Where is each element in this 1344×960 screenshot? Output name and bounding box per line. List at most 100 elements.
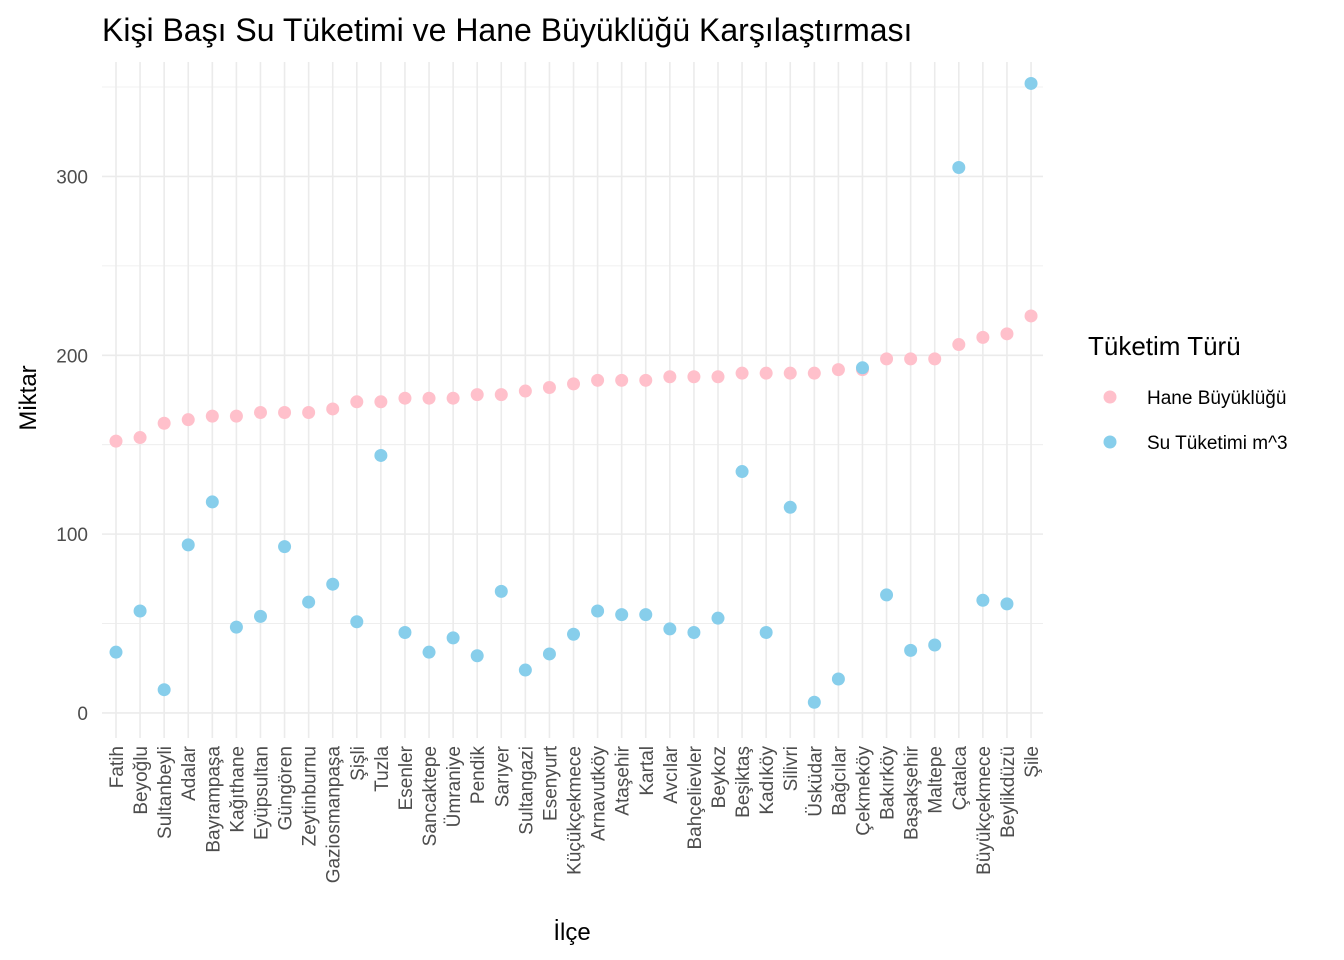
data-point (133, 604, 147, 618)
data-point (181, 413, 195, 427)
data-point (591, 373, 605, 387)
data-point (157, 416, 171, 430)
x-tick-label: Esenyurt (540, 745, 561, 821)
data-point (904, 643, 918, 657)
data-point (783, 366, 797, 380)
data-point (518, 663, 532, 677)
data-point (735, 465, 749, 479)
data-point (470, 649, 484, 663)
data-point (711, 370, 725, 384)
data-point (976, 593, 990, 607)
x-tick-label: Bakırköy (878, 746, 899, 820)
data-point (374, 395, 388, 409)
data-point (109, 434, 123, 448)
data-point (615, 608, 629, 622)
x-tick-label: Fatih (107, 746, 128, 788)
y-tick-label: 300 (56, 167, 88, 188)
x-tick-label: Kadıköy (757, 746, 778, 815)
data-point (470, 388, 484, 402)
data-point (350, 395, 364, 409)
data-point (1000, 327, 1014, 341)
legend-label-su: Su Tüketimi m^3 (1147, 433, 1288, 454)
data-point (759, 366, 773, 380)
data-point (567, 377, 581, 391)
x-tick-label: Ümraniye (444, 746, 465, 827)
data-point (928, 638, 942, 652)
x-tick-label: Zeytinburnu (300, 746, 321, 846)
data-point (783, 500, 797, 514)
x-tick-label: Kağıthane (227, 746, 248, 833)
data-point (350, 615, 364, 629)
data-point (302, 406, 316, 420)
data-point (302, 595, 316, 609)
data-point (928, 352, 942, 366)
x-tick-label: Gaziosmanpaşa (324, 746, 345, 884)
data-point (735, 366, 749, 380)
data-point (807, 366, 821, 380)
x-tick-label: Beşiktaş (733, 746, 754, 818)
data-point (663, 622, 677, 636)
x-tick-label: Çatalca (950, 746, 971, 811)
data-point (181, 538, 195, 552)
data-point (831, 363, 845, 377)
x-tick-label: Başakşehir (902, 745, 923, 840)
x-tick-labels: Fatih Beyoğlu Sultanbeyli Adalar Bayrampaşa K… (107, 745, 1043, 883)
y-tick-label: 0 (77, 704, 88, 725)
chart-title: Kişi Başı Su Tüketimi ve Hane Büyüklüğü … (102, 12, 912, 48)
x-tick-label: Güngören (276, 746, 297, 831)
data-point (952, 338, 966, 352)
x-tick-label: Sancaktepe (420, 746, 441, 846)
data-point (157, 683, 171, 697)
x-tick-label: Beylikdüzü (998, 746, 1019, 838)
data-point (446, 391, 460, 405)
x-tick-label: Sarıyer (492, 745, 513, 807)
x-tick-label: Şile (1022, 746, 1043, 778)
x-tick-label: Silivri (781, 746, 802, 791)
data-point (711, 611, 725, 625)
data-point (422, 391, 436, 405)
data-point (687, 370, 701, 384)
data-point (976, 330, 990, 344)
data-point (639, 608, 653, 622)
data-point (398, 391, 412, 405)
data-point (398, 625, 412, 639)
data-point (326, 402, 340, 416)
x-tick-label: Eyüpsultan (251, 746, 272, 840)
data-point (1024, 76, 1038, 90)
x-tick-label: Çekmeköy (853, 746, 874, 836)
x-tick-label: Beyoğlu (131, 746, 152, 815)
data-point (567, 627, 581, 641)
x-tick-label: Arnavutköy (589, 746, 610, 842)
data-point (205, 409, 219, 423)
data-point (542, 647, 556, 661)
data-point (278, 406, 292, 420)
y-axis-title: Miktar (15, 365, 42, 430)
data-point (422, 645, 436, 659)
data-point (855, 361, 869, 375)
data-point (759, 625, 773, 639)
data-point (904, 352, 918, 366)
x-tick-label: Küçükçekmece (565, 746, 586, 875)
x-tick-label: Bayrampaşa (203, 746, 224, 853)
data-point (615, 373, 629, 387)
data-point (807, 695, 821, 709)
data-point (109, 645, 123, 659)
legend-title: Tüketim Türü (1088, 331, 1241, 361)
legend-label-hane: Hane Büyüklüğü (1147, 388, 1286, 409)
data-point (326, 577, 340, 591)
data-point (880, 588, 894, 602)
x-tick-label: Avcılar (661, 745, 682, 803)
x-tick-label: Büyükçekmece (974, 746, 995, 875)
data-point (229, 620, 243, 634)
data-point (591, 604, 605, 618)
data-point (494, 388, 508, 402)
x-tick-label: Sultanbeyli (155, 746, 176, 839)
data-point (253, 609, 267, 623)
data-point (663, 370, 677, 384)
y-tick-label: 100 (56, 525, 88, 546)
data-point (952, 161, 966, 175)
data-point (1000, 597, 1014, 611)
data-point (880, 352, 894, 366)
data-point (687, 625, 701, 639)
